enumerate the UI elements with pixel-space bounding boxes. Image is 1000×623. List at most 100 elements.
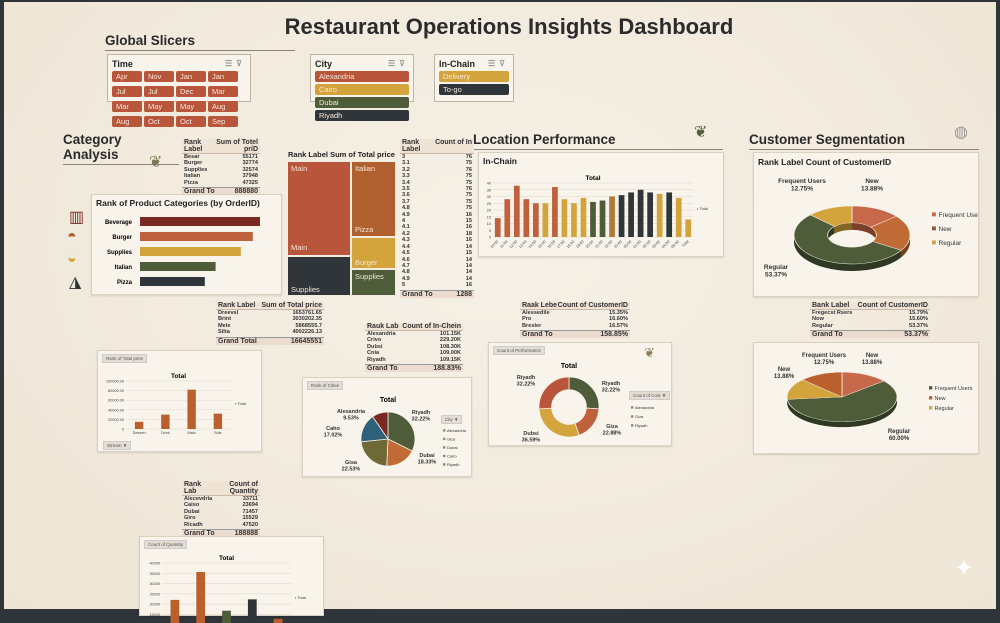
category-bar[interactable] — [140, 277, 205, 286]
multiselect-clear-filter-icon[interactable]: ☰⊽ — [224, 59, 246, 68]
time-slicer-item[interactable]: Jan — [176, 71, 206, 82]
legend-entry[interactable]: Frequent Users — [939, 212, 979, 219]
time-slicer-item[interactable]: Mar — [112, 101, 142, 112]
column-header[interactable]: Rank Label — [218, 302, 256, 309]
category-bar[interactable] — [140, 217, 260, 226]
column-bar[interactable] — [571, 203, 577, 237]
in-chain-slicer-item[interactable]: To-go — [439, 84, 509, 95]
legend-entry[interactable]: Giza — [635, 414, 644, 419]
chart-field-button[interactable]: Count of Performance — [493, 346, 546, 355]
column-bar[interactable] — [685, 219, 692, 237]
legend-entry[interactable]: Regular — [939, 240, 963, 247]
chart-field-button[interactable]: Rank of Total price — [102, 354, 148, 363]
category-bar[interactable] — [140, 262, 216, 271]
pie-slice[interactable] — [802, 372, 843, 398]
column-bar[interactable] — [637, 189, 644, 237]
column-bar[interactable] — [170, 599, 180, 623]
pie-slice[interactable] — [574, 407, 600, 436]
column-bar[interactable] — [161, 414, 170, 429]
column-bar[interactable] — [504, 199, 511, 237]
time-slicer-item[interactable]: May — [144, 101, 174, 112]
column-bar[interactable] — [675, 197, 682, 237]
time-slicer-item[interactable]: Mar — [208, 86, 238, 97]
legend-entry[interactable]: Dubai — [447, 445, 458, 450]
treemap-tile-supplies[interactable]: Supplies — [351, 269, 396, 296]
multiselect-clear-filter-icon[interactable]: ☰⊽ — [387, 59, 409, 68]
column-bar[interactable] — [513, 185, 520, 237]
column-bar[interactable] — [561, 199, 568, 237]
category-bar[interactable] — [140, 247, 241, 256]
time-slicer-item[interactable]: Dec — [176, 86, 206, 97]
treemap-tile-supplies[interactable]: Supplies — [287, 256, 351, 296]
pie-slice[interactable] — [387, 411, 416, 452]
column-bar[interactable] — [273, 618, 283, 623]
time-slicer-item[interactable]: Jul — [144, 86, 174, 97]
column-bar[interactable] — [134, 421, 144, 429]
legend-entry[interactable]: Riyadh — [447, 462, 459, 467]
legend-entry[interactable]: Regular — [935, 406, 954, 412]
legend-entry[interactable]: Alexandria — [635, 405, 655, 410]
chart-field-button[interactable]: Rank of Cities — [307, 381, 344, 390]
column-header[interactable]: Bank Label — [812, 302, 850, 309]
treemap-tile-main[interactable]: Main Main — [287, 161, 351, 256]
column-header[interactable]: Rauk Lab — [367, 323, 399, 330]
treemap-tile-burger[interactable]: Burger — [351, 237, 396, 269]
time-slicer-item[interactable]: Nov — [144, 71, 174, 82]
pie-slice[interactable] — [793, 214, 902, 265]
city-slicer-item[interactable]: Dubai — [315, 97, 409, 108]
time-slicer-item[interactable]: Oct — [176, 116, 206, 127]
city-legend-filter[interactable]: City ▼ — [441, 415, 463, 424]
column-bar[interactable] — [542, 203, 549, 237]
legend-entry[interactable]: New — [935, 396, 946, 402]
column-bar[interactable] — [523, 199, 530, 237]
legend-entry[interactable]: Giza — [447, 437, 456, 442]
column-bar[interactable] — [618, 195, 625, 237]
column-bar[interactable] — [609, 196, 615, 238]
column-bar[interactable] — [196, 572, 206, 623]
stream-filter-dropdown[interactable]: Stream ▼ — [103, 441, 132, 450]
column-bar[interactable] — [552, 187, 558, 237]
legend-entry[interactable]: New — [939, 226, 952, 233]
in-chain-slicer-item[interactable]: Delivery — [439, 71, 509, 82]
legend-entry[interactable]: Alexandria — [447, 428, 467, 433]
time-slicer-item[interactable]: Jan — [208, 71, 238, 82]
column-bar[interactable] — [666, 192, 673, 237]
column-bar[interactable] — [222, 610, 231, 623]
city-slicer-item[interactable]: Cairo — [315, 84, 409, 95]
time-slicer-item[interactable]: Oct — [144, 116, 174, 127]
city-slicer-item[interactable]: Riyadh — [315, 110, 409, 121]
time-slicer-item[interactable]: Aug — [208, 101, 238, 112]
column-bar[interactable] — [590, 201, 596, 237]
treemap-tile-italian[interactable]: Italian Pizza — [351, 161, 396, 237]
pie-slice[interactable] — [360, 438, 389, 467]
column-bar[interactable] — [247, 599, 257, 623]
pie-slice[interactable] — [538, 407, 580, 438]
pie-slice[interactable] — [809, 205, 853, 227]
column-header[interactable]: Raak Lebe — [522, 302, 558, 309]
pie-slice[interactable] — [538, 376, 570, 410]
city-slicer-item[interactable]: Alexandria — [315, 71, 409, 82]
column-bar[interactable] — [533, 203, 539, 237]
column-header[interactable]: Rank Label — [402, 139, 421, 153]
legend-entry[interactable]: Cairo — [447, 454, 457, 459]
column-bar[interactable] — [187, 389, 196, 429]
time-slicer-item[interactable]: May — [176, 101, 206, 112]
chart-field-button[interactable]: Count of Quantity — [144, 540, 188, 549]
location-legend-filter[interactable]: Count of Cost ▼ — [629, 391, 671, 400]
legend-entry[interactable]: Riyadh — [635, 423, 647, 428]
column-bar[interactable] — [580, 197, 587, 237]
time-slicer-item[interactable]: Jul — [112, 86, 142, 97]
pie-slice[interactable] — [568, 376, 600, 410]
time-slicer-item[interactable]: Apr — [112, 71, 142, 82]
legend-entry[interactable]: Frequent Users — [935, 386, 973, 392]
column-bar[interactable] — [494, 218, 501, 237]
column-bar[interactable] — [628, 192, 634, 237]
column-header[interactable]: Rank Label — [184, 139, 203, 153]
pie-slice[interactable] — [372, 411, 389, 441]
multiselect-clear-filter-icon[interactable]: ☰⊽ — [487, 59, 509, 68]
column-bar[interactable] — [599, 200, 606, 237]
column-bar[interactable] — [656, 193, 663, 237]
column-bar[interactable] — [647, 192, 653, 237]
column-bar[interactable] — [213, 413, 223, 429]
pie-slice[interactable] — [786, 380, 898, 422]
